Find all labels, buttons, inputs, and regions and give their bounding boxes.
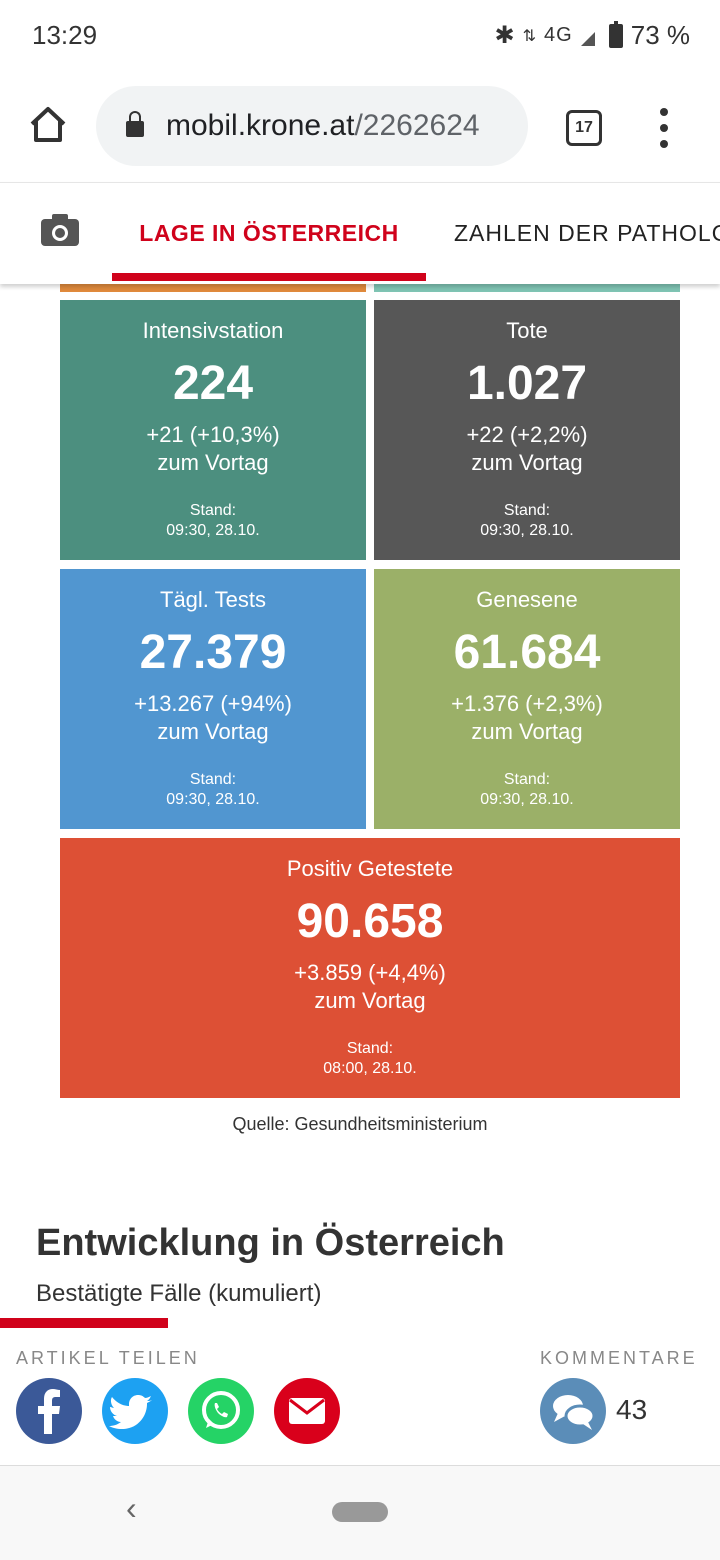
- card-label: Tote: [506, 318, 548, 343]
- back-icon[interactable]: ‹: [126, 1490, 137, 1526]
- tabs-button[interactable]: 17: [566, 110, 602, 146]
- card-label: Genesene: [476, 587, 578, 612]
- tab-zahlen-der-pathologie[interactable]: ZAHLEN DER PATHOLOGIE: [454, 219, 720, 246]
- share-bar: ARTIKEL TEILEN KOMMENTARE 43: [0, 1328, 720, 1466]
- card-value: 27.379: [139, 626, 287, 679]
- url-bar[interactable]: mobil.krone.at /2262624: [96, 86, 528, 166]
- camera-icon[interactable]: [40, 213, 80, 247]
- card-stand-label: Stand:: [503, 502, 551, 519]
- browser-toolbar: mobil.krone.at /2262624 17: [0, 72, 720, 182]
- card-delta-caption: zum Vortag: [157, 719, 269, 744]
- facebook-icon[interactable]: [16, 1378, 82, 1444]
- card-value: 61.684: [453, 626, 601, 679]
- stat-card-intensivstation: Intensivstation 224 +21 (+10,3%) zum Vor…: [60, 300, 366, 560]
- card-timestamp: 09:30, 28.10.: [480, 791, 574, 808]
- card-value: 224: [172, 357, 254, 410]
- stat-card-tote: Tote 1.027 +22 (+2,2%) zum Vortag Stand:…: [374, 300, 680, 560]
- stat-card-genesene: Genesene 61.684 +1.376 (+2,3%) zum Vorta…: [374, 569, 680, 829]
- comments-icon[interactable]: [540, 1378, 606, 1444]
- status-time: 13:29: [32, 20, 98, 50]
- url-host: mobil.krone.at: [166, 109, 355, 142]
- signal-icon: [580, 31, 595, 46]
- card-partial-right: [374, 282, 680, 292]
- card-timestamp: 09:30, 28.10.: [480, 522, 574, 539]
- card-delta: +1.376 (+2,3%): [451, 691, 603, 716]
- card-delta: +13.267 (+94%): [134, 691, 292, 716]
- battery-level: 73 %: [630, 20, 690, 50]
- url-path: /2262624: [354, 109, 480, 142]
- home-button[interactable]: [26, 102, 70, 146]
- card-timestamp: 09:30, 28.10.: [166, 791, 260, 808]
- comments-count[interactable]: 43: [616, 1394, 648, 1425]
- card-stand-label: Stand:: [189, 502, 237, 519]
- progress-accent: [0, 1318, 168, 1328]
- tab-lage-in-oesterreich[interactable]: LAGE IN ÖSTERREICH: [112, 183, 426, 283]
- section-title: Entwicklung in Österreich: [36, 1222, 505, 1264]
- card-label: Intensivstation: [142, 318, 284, 343]
- home-icon: [30, 107, 66, 142]
- card-stand-label: Stand:: [503, 771, 551, 788]
- twitter-icon[interactable]: [102, 1378, 168, 1444]
- source-note: Quelle: Gesundheitsministerium: [232, 1114, 488, 1134]
- card-stand-label: Stand:: [346, 1040, 394, 1057]
- system-nav-bar: ‹: [0, 1466, 720, 1560]
- lock-icon: [126, 111, 144, 137]
- card-partial-left: [60, 282, 366, 292]
- section-tabs: LAGE IN ÖSTERREICH ZAHLEN DER PATHOLOGIE: [0, 182, 720, 284]
- card-delta: +3.859 (+4,4%): [294, 960, 446, 985]
- card-stand-label: Stand:: [189, 771, 237, 788]
- comments-heading: KOMMENTARE: [540, 1348, 698, 1368]
- network-type: 4G: [544, 24, 573, 46]
- card-value: 90.658: [296, 895, 444, 948]
- home-pill[interactable]: [332, 1502, 388, 1522]
- email-icon[interactable]: [274, 1378, 340, 1444]
- card-delta-caption: zum Vortag: [471, 719, 583, 744]
- card-timestamp: 08:00, 28.10.: [323, 1060, 417, 1077]
- card-delta: +22 (+2,2%): [466, 422, 588, 447]
- card-delta-caption: zum Vortag: [157, 450, 269, 475]
- more-vert-icon[interactable]: [654, 108, 674, 148]
- share-heading: ARTIKEL TEILEN: [16, 1348, 200, 1368]
- stat-card-taegl-tests: Tägl. Tests 27.379 +13.267 (+94%) zum Vo…: [60, 569, 366, 829]
- stat-card-positiv-getestete: Positiv Getestete 90.658 +3.859 (+4,4%) …: [60, 838, 680, 1098]
- card-delta-caption: zum Vortag: [471, 450, 583, 475]
- bluetooth-icon: ✱: [494, 22, 515, 49]
- whatsapp-icon[interactable]: [188, 1378, 254, 1444]
- tabs-icon-count: 17: [575, 119, 593, 136]
- card-delta-caption: zum Vortag: [314, 988, 426, 1013]
- status-icons: ✱ ⇅ 4G 73 %: [495, 20, 690, 51]
- battery-icon: [608, 20, 623, 48]
- card-delta: +21 (+10,3%): [146, 422, 280, 447]
- card-timestamp: 09:30, 28.10.: [166, 522, 260, 539]
- card-label: Positiv Getestete: [286, 856, 454, 881]
- card-value: 1.027: [466, 357, 588, 410]
- data-arrows-icon: ⇅: [522, 27, 537, 45]
- card-label: Tägl. Tests: [160, 587, 266, 612]
- section-subtitle: Bestätigte Fälle (kumuliert): [36, 1280, 322, 1307]
- status-bar: 13:29 ✱ ⇅ 4G 73 %: [0, 0, 720, 72]
